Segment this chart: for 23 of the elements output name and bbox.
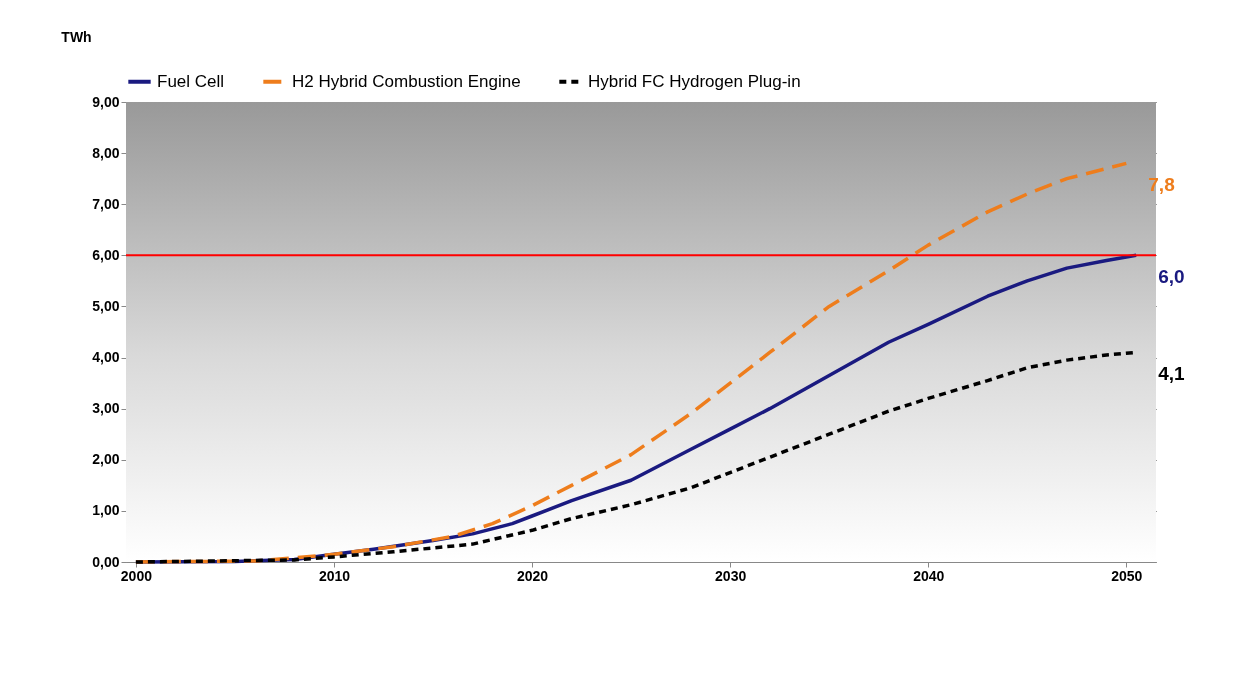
x-tick-label: 2050: [1111, 567, 1143, 584]
y-tick-label: 7,00: [92, 195, 120, 212]
y-tick-label: 6,00: [92, 246, 120, 263]
y-tick-label: 8,00: [92, 144, 120, 161]
legend-label: Fuel Cell: [157, 71, 225, 91]
data-label: 6,0: [1158, 266, 1185, 288]
y-axis-title: TWh: [61, 28, 92, 45]
x-tick-label: 2000: [120, 567, 153, 584]
y-tick-label: 0,00: [92, 553, 120, 570]
x-tick-label: 2010: [318, 567, 351, 584]
x-tick-label: 2020: [516, 567, 549, 584]
y-tick-label: 1,00: [92, 502, 120, 519]
data-label: 7,8: [1148, 174, 1175, 196]
legend-label: Hybrid FC Hydrogen Plug-in: [588, 71, 801, 91]
y-tick-label: 5,00: [92, 297, 120, 314]
data-label: 4,1: [1158, 363, 1186, 385]
legend-label: H2 Hybrid Combustion Engine: [292, 71, 521, 91]
y-tick-label: 2,00: [92, 451, 120, 468]
y-tick-label: 9,00: [92, 93, 120, 110]
y-tick-label: 3,00: [92, 400, 120, 417]
y-tick-label: 4,00: [92, 349, 120, 366]
x-tick-label: 2030: [715, 567, 747, 584]
x-tick-label: 2040: [913, 567, 945, 584]
